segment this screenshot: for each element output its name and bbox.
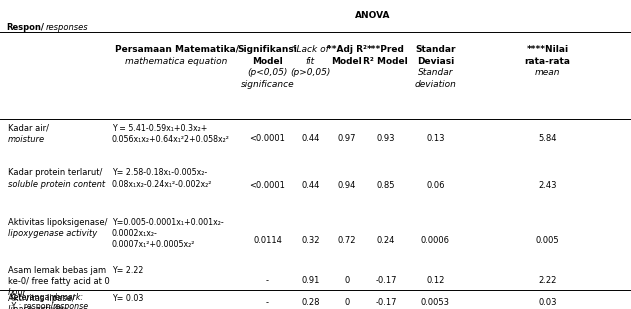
Text: 0.97: 0.97 bbox=[338, 134, 356, 143]
Text: <0.0001: <0.0001 bbox=[250, 134, 285, 143]
Text: ke-0/ free fatty acid at 0: ke-0/ free fatty acid at 0 bbox=[8, 277, 109, 286]
Text: 0.13: 0.13 bbox=[426, 134, 445, 143]
Text: 0.03: 0.03 bbox=[538, 298, 557, 307]
Text: 0.44: 0.44 bbox=[301, 181, 320, 190]
Text: lipoxygenase activity: lipoxygenase activity bbox=[8, 229, 97, 238]
Text: 0.08x₁x₂-0.24x₁²-0.002x₂²: 0.08x₁x₂-0.24x₁²-0.002x₂² bbox=[112, 180, 212, 188]
Text: -: - bbox=[266, 276, 269, 285]
Text: Y= 2.22: Y= 2.22 bbox=[112, 266, 143, 275]
Text: Kadar air/: Kadar air/ bbox=[8, 124, 49, 133]
Text: ****Nilai: ****Nilai bbox=[526, 45, 569, 54]
Text: 0.32: 0.32 bbox=[301, 236, 320, 245]
Text: soluble protein content: soluble protein content bbox=[8, 180, 105, 188]
Text: <0.0001: <0.0001 bbox=[250, 181, 285, 190]
Text: Standar: Standar bbox=[418, 68, 453, 77]
Text: 0.0007x₁²+0.0005x₂²: 0.0007x₁²+0.0005x₂² bbox=[112, 240, 195, 249]
Text: Asam lemak bebas jam: Asam lemak bebas jam bbox=[8, 266, 106, 275]
Text: response: response bbox=[52, 302, 88, 309]
Text: Keterangan/: Keterangan/ bbox=[9, 293, 57, 302]
Text: 0.005: 0.005 bbox=[536, 236, 559, 245]
Text: -0.17: -0.17 bbox=[375, 298, 397, 307]
Text: 0.91: 0.91 bbox=[301, 276, 320, 285]
Text: deviation: deviation bbox=[415, 80, 456, 89]
Text: 0.0053: 0.0053 bbox=[421, 298, 450, 307]
Text: 0.056x₁x₂+0.64x₁²2+0.058x₂²: 0.056x₁x₂+0.64x₁²2+0.058x₂² bbox=[112, 135, 230, 144]
Text: Y= 2.58-0.18x₁-0.005x₂-: Y= 2.58-0.18x₁-0.005x₂- bbox=[112, 168, 207, 177]
Text: Respon/: Respon/ bbox=[6, 23, 44, 32]
Text: 0.0006: 0.0006 bbox=[421, 236, 450, 245]
Text: *Lack of: *Lack of bbox=[292, 45, 329, 54]
Text: 0: 0 bbox=[344, 298, 350, 307]
Text: 0.28: 0.28 bbox=[301, 298, 320, 307]
Text: Kadar protein terlarut/: Kadar protein terlarut/ bbox=[8, 168, 102, 177]
Text: 0: 0 bbox=[344, 276, 350, 285]
Text: responses: responses bbox=[45, 23, 88, 32]
Text: 0.94: 0.94 bbox=[338, 181, 356, 190]
Text: Y= 0.03: Y= 0.03 bbox=[112, 294, 143, 303]
Text: 0.12: 0.12 bbox=[426, 276, 445, 285]
Text: Deviasi: Deviasi bbox=[416, 57, 454, 66]
Text: Persamaan Matematika/: Persamaan Matematika/ bbox=[115, 45, 239, 54]
Text: (p>0,05): (p>0,05) bbox=[290, 68, 331, 77]
Text: Signifikansi: Signifikansi bbox=[238, 45, 297, 54]
Text: remark:: remark: bbox=[52, 293, 83, 302]
Text: -: - bbox=[266, 298, 269, 307]
Text: Standar: Standar bbox=[415, 45, 456, 54]
Text: ***Pred: ***Pred bbox=[367, 45, 405, 54]
Text: ANOVA: ANOVA bbox=[355, 11, 390, 20]
Text: (p<0,05): (p<0,05) bbox=[247, 68, 288, 77]
Text: mathematica equation: mathematica equation bbox=[126, 57, 228, 66]
Text: moisture: moisture bbox=[8, 135, 45, 144]
Text: 0.44: 0.44 bbox=[301, 134, 320, 143]
Text: **Adj R²: **Adj R² bbox=[327, 45, 367, 54]
Text: significance: significance bbox=[241, 80, 294, 89]
Text: R² Model: R² Model bbox=[363, 57, 408, 66]
Text: Y = 5.41-0.59x₁+0.3x₂+: Y = 5.41-0.59x₁+0.3x₂+ bbox=[112, 124, 207, 133]
Text: Aktivitas lipoksigenase/: Aktivitas lipoksigenase/ bbox=[8, 218, 107, 227]
Text: mean: mean bbox=[534, 68, 560, 77]
Text: fit: fit bbox=[306, 57, 315, 66]
Text: 0.0002x₁x₂-: 0.0002x₁x₂- bbox=[112, 229, 158, 238]
Text: 0.06: 0.06 bbox=[426, 181, 445, 190]
Text: 0.93: 0.93 bbox=[377, 134, 395, 143]
Text: 0.24: 0.24 bbox=[377, 236, 395, 245]
Text: Aktivitas lipase/: Aktivitas lipase/ bbox=[8, 294, 74, 303]
Text: 0.85: 0.85 bbox=[377, 181, 395, 190]
Text: Model: Model bbox=[252, 57, 283, 66]
Text: 5.84: 5.84 bbox=[538, 134, 557, 143]
Text: hour: hour bbox=[8, 288, 27, 297]
Text: lipase activity: lipase activity bbox=[8, 305, 66, 309]
Text: 2.43: 2.43 bbox=[538, 181, 557, 190]
Text: 2.22: 2.22 bbox=[538, 276, 557, 285]
Text: rata-rata: rata-rata bbox=[524, 57, 570, 66]
Text: -0.17: -0.17 bbox=[375, 276, 397, 285]
Text: Model: Model bbox=[331, 57, 362, 66]
Text: Y=0.005-0.0001x₁+0.001x₂-: Y=0.005-0.0001x₁+0.001x₂- bbox=[112, 218, 223, 227]
Text: 0.72: 0.72 bbox=[338, 236, 356, 245]
Text: 0.0114: 0.0114 bbox=[253, 236, 282, 245]
Text: Y : respon/: Y : respon/ bbox=[9, 302, 54, 309]
